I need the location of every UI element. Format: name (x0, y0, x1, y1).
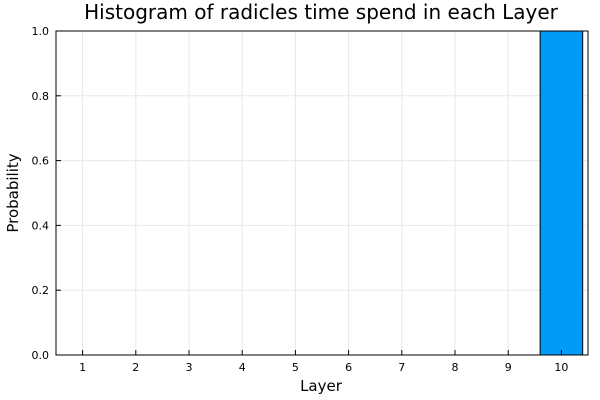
plot-frame (55, 30, 589, 356)
y-tick-label: 0.8 (32, 90, 50, 103)
x-tick-label: 2 (132, 361, 139, 374)
x-tick-label: 7 (398, 361, 405, 374)
x-axis-ticks: 1 2 3 4 5 6 7 8 9 10 (79, 350, 568, 374)
x-tick-label: 8 (452, 361, 459, 374)
y-tick-label: 0.4 (32, 219, 50, 232)
x-axis-label: Layer (300, 377, 343, 395)
x-tick-label: 6 (345, 361, 352, 374)
chart-title: Histogram of radicles time spend in each… (84, 0, 559, 24)
y-tick-label: 0.6 (32, 155, 50, 168)
y-tick-label: 1.0 (32, 25, 50, 38)
grid-lines (56, 30, 588, 356)
y-tick-label: 0.2 (32, 284, 50, 297)
y-tick-label: 0.0 (32, 349, 50, 362)
x-tick-label: 10 (554, 361, 568, 374)
x-tick-label: 1 (79, 361, 86, 374)
x-tick-label: 5 (292, 361, 299, 374)
bars (539, 30, 584, 356)
x-tick-label: 3 (186, 361, 193, 374)
x-tick-label: 9 (505, 361, 512, 374)
y-axis-ticks: 0.0 0.2 0.4 0.6 0.8 1.0 (32, 25, 61, 362)
bar-layer-10 (539, 30, 584, 356)
y-axis-label: Probability (4, 153, 22, 232)
x-tick-label: 4 (239, 361, 246, 374)
